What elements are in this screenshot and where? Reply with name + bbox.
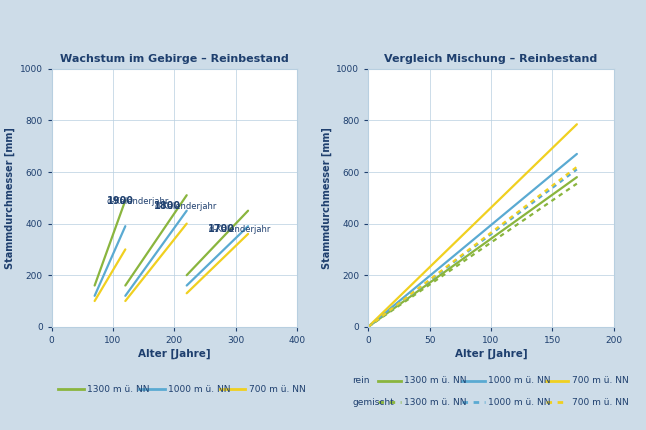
Text: 700 m ü. NN: 700 m ü. NN (572, 398, 629, 406)
X-axis label: Alter [Jahre]: Alter [Jahre] (455, 349, 527, 359)
Text: 1300 m ü. NN: 1300 m ü. NN (87, 385, 150, 393)
Text: rein: rein (352, 376, 370, 385)
Text: 1800: 1800 (154, 189, 182, 211)
Text: d-Kalenderjahr: d-Kalenderjahr (107, 197, 169, 206)
Text: d-Kalenderjahr: d-Kalenderjahr (154, 202, 216, 211)
Text: 1000 m ü. NN: 1000 m ü. NN (168, 385, 231, 393)
Text: d-Kalenderjahr: d-Kalenderjahr (208, 225, 271, 234)
Text: 700 m ü. NN: 700 m ü. NN (249, 385, 306, 393)
Y-axis label: Stammdurchmesser [mm]: Stammdurchmesser [mm] (322, 127, 332, 269)
Text: 1700: 1700 (208, 212, 235, 234)
Text: 1900: 1900 (107, 184, 134, 206)
Text: 1000 m ü. NN: 1000 m ü. NN (488, 376, 550, 385)
Text: 1300 m ü. NN: 1300 m ü. NN (404, 376, 466, 385)
Title: Wachstum im Gebirge – Reinbestand: Wachstum im Gebirge – Reinbestand (60, 54, 289, 64)
Text: gemischt: gemischt (352, 398, 394, 406)
Text: 700 m ü. NN: 700 m ü. NN (572, 376, 629, 385)
Title: Vergleich Mischung – Reinbestand: Vergleich Mischung – Reinbestand (384, 54, 598, 64)
Y-axis label: Stammdurchmesser [mm]: Stammdurchmesser [mm] (5, 127, 16, 269)
X-axis label: Alter [Jahre]: Alter [Jahre] (138, 349, 211, 359)
Text: 1000 m ü. NN: 1000 m ü. NN (488, 398, 550, 406)
Text: 1300 m ü. NN: 1300 m ü. NN (404, 398, 466, 406)
